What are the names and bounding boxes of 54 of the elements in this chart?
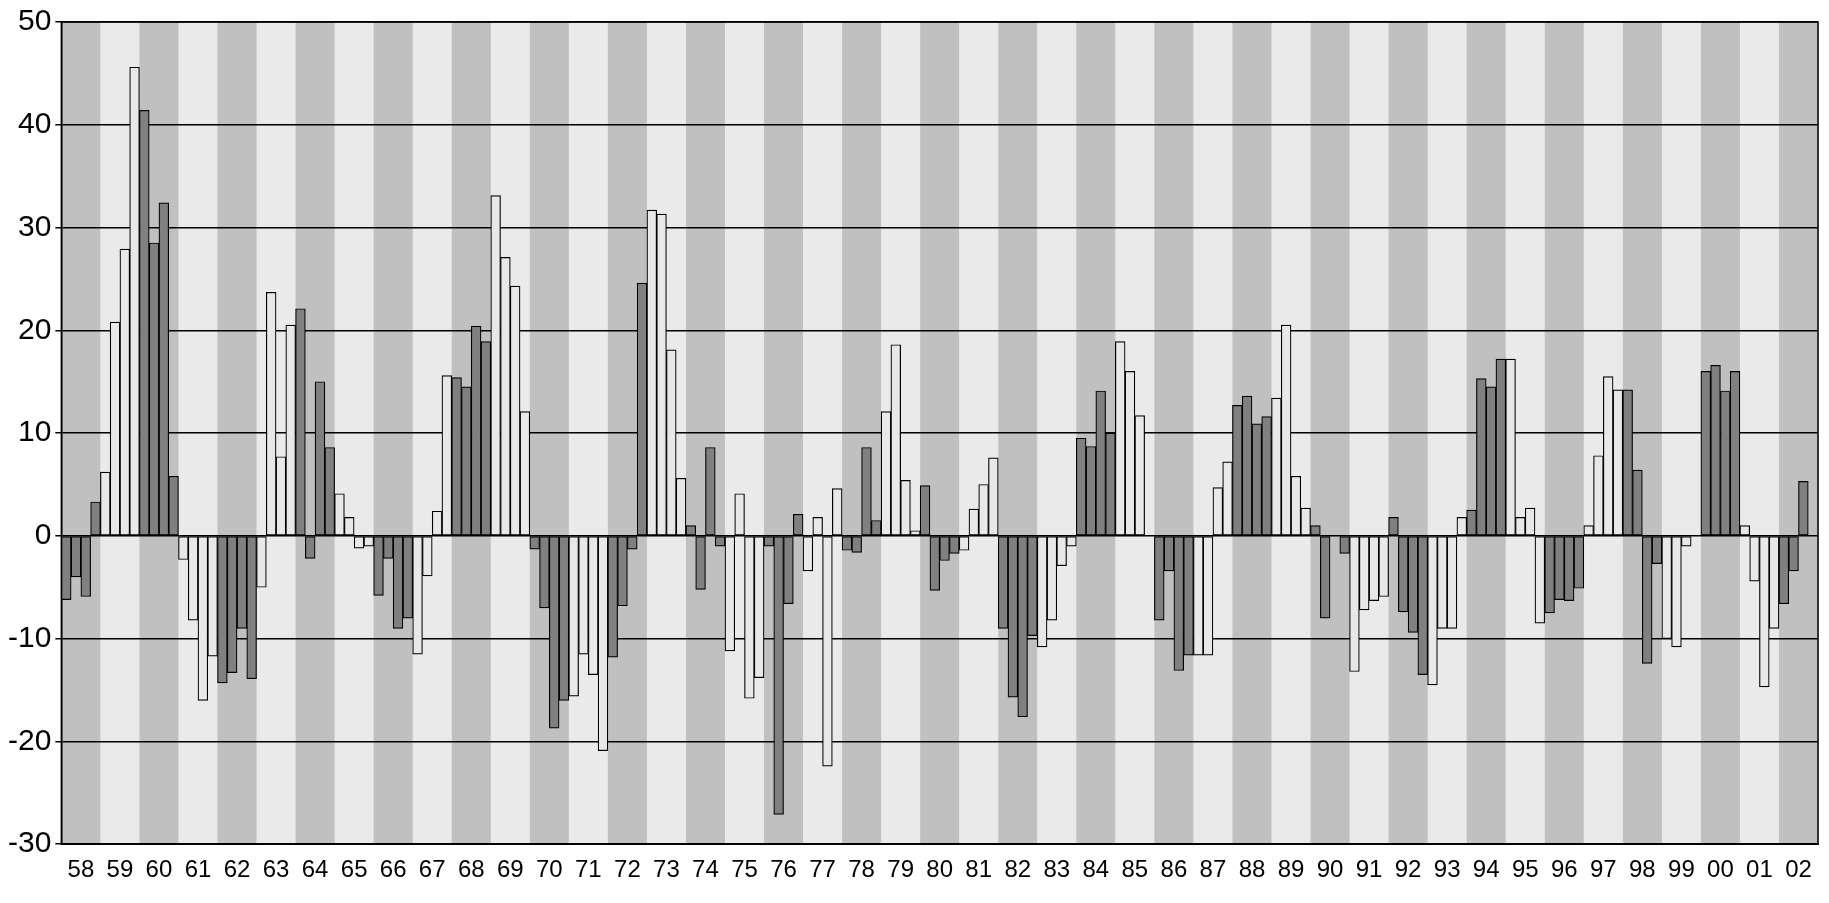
x-tick-label: 86 [1160, 855, 1188, 883]
x-tick-label: 65 [340, 855, 368, 883]
x-tick-label: 81 [965, 855, 993, 883]
x-tick-label: 83 [1043, 855, 1071, 883]
x-tick-label: 58 [67, 855, 95, 883]
x-tick-label: 88 [1238, 855, 1266, 883]
x-tick-label: 60 [145, 855, 173, 883]
x-tick-label: 69 [496, 855, 524, 883]
y-tick-label: 30 [17, 208, 52, 242]
x-tick-label: 00 [1707, 855, 1734, 883]
y-tick-label: -20 [8, 722, 52, 756]
x-tick-label: 79 [887, 855, 914, 883]
x-tick-label: 77 [809, 855, 836, 883]
y-tick-label: -30 [8, 825, 52, 859]
x-tick-label: 95 [1511, 855, 1539, 883]
x-tick-label: 68 [457, 855, 485, 883]
x-tick-label: 84 [1082, 855, 1110, 883]
x-tick-label: 72 [614, 855, 641, 883]
x-tick-label: 82 [1004, 855, 1032, 883]
x-tick-label: 85 [1121, 855, 1149, 883]
x-tick-label: 62 [223, 855, 251, 883]
x-tick-label: 71 [575, 855, 602, 883]
x-tick-label: 92 [1394, 855, 1422, 883]
x-tick-label: 66 [379, 855, 407, 883]
x-tick-label: 74 [692, 855, 719, 883]
x-tick-label: 73 [653, 855, 680, 883]
x-tick-label: 01 [1746, 855, 1773, 883]
x-tick-label: 67 [418, 855, 446, 883]
x-tick-label: 61 [184, 855, 212, 883]
y-tick-label: 40 [17, 106, 52, 140]
x-tick-label: 93 [1433, 855, 1461, 883]
x-tick-label: 80 [926, 855, 954, 883]
x-tick-label: 94 [1472, 855, 1500, 883]
x-tick-label: 75 [731, 855, 758, 883]
y-tick-label: 50 [17, 3, 52, 37]
y-tick-label: 0 [34, 517, 52, 551]
x-tick-label: 64 [301, 855, 329, 883]
x-tick-label: 59 [106, 855, 134, 883]
x-tick-label: 87 [1199, 855, 1227, 883]
x-tick-label: 91 [1355, 855, 1383, 883]
x-tick-label: 63 [262, 855, 290, 883]
x-tick-label: 78 [848, 855, 875, 883]
y-tick-label: -10 [8, 619, 52, 653]
x-tick-label: 02 [1785, 855, 1812, 883]
x-tick-label: 98 [1628, 855, 1656, 883]
x-tick-label: 96 [1550, 855, 1578, 883]
y-tick-label: 20 [17, 311, 52, 345]
x-tick-label: 76 [770, 855, 797, 883]
x-tick-label: 99 [1668, 855, 1695, 883]
x-tick-label: 70 [535, 855, 563, 883]
y-tick-label: 10 [17, 414, 52, 448]
x-tick-label: 89 [1277, 855, 1305, 883]
x-tick-label: 90 [1316, 855, 1344, 883]
x-tick-label: 97 [1589, 855, 1617, 883]
